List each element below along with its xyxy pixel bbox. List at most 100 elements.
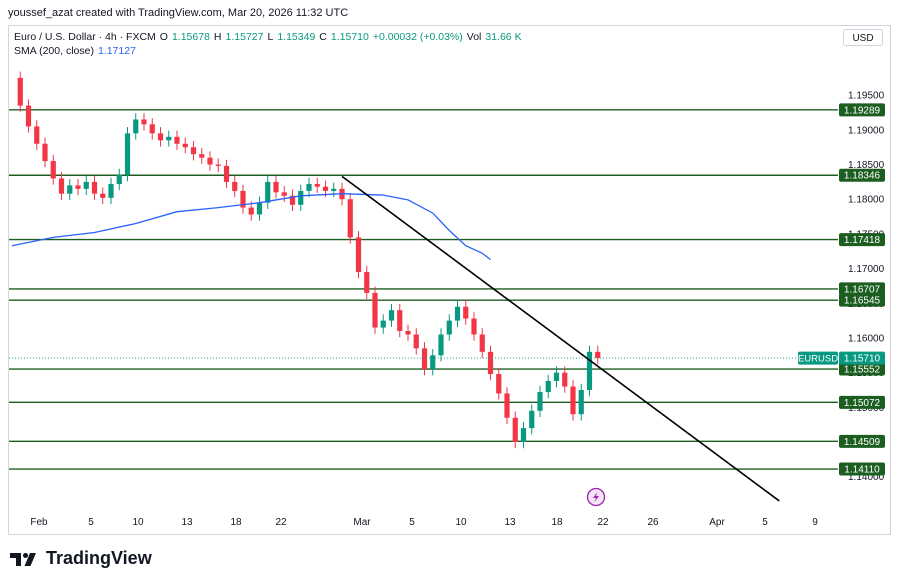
level-price-tag (839, 434, 885, 448)
candle-body (67, 185, 73, 194)
candle-body (42, 143, 48, 162)
candle-body (553, 372, 560, 381)
candle-body (471, 318, 477, 335)
level-price-tag (839, 168, 885, 182)
level-price-label: 1.15552 (844, 365, 881, 376)
candle-body (586, 351, 593, 390)
candle-body (281, 192, 287, 196)
level-price-label: 1.14509 (844, 437, 881, 448)
time-axis-tick: 10 (455, 517, 467, 528)
candle-body (256, 202, 263, 215)
high-key: H (213, 31, 222, 43)
currency-button[interactable]: USD (843, 29, 883, 46)
candle-body (438, 334, 444, 356)
candle-body (157, 133, 164, 141)
candle-body (545, 380, 551, 393)
candle-body (595, 351, 601, 359)
candle-body (314, 183, 320, 187)
open-value: 1.15678 (171, 31, 210, 43)
level-price-label: 1.16545 (844, 296, 881, 307)
candle-body (273, 181, 279, 193)
chart-frame (8, 25, 891, 535)
time-axis-tick: 22 (597, 517, 609, 528)
lightning-replay-icon[interactable] (586, 487, 606, 507)
high-value: 1.15727 (225, 31, 264, 43)
candle-body (232, 181, 238, 191)
candle-body (133, 119, 139, 134)
price-axis-tick: 1.19500 (848, 91, 885, 102)
low-value: 1.15349 (277, 31, 316, 43)
candlesticks (17, 71, 601, 449)
candle-body (91, 181, 98, 194)
candle-body (331, 188, 337, 191)
level-price-tag (839, 462, 885, 476)
candle-body (380, 320, 386, 328)
candle-body (372, 292, 378, 328)
candle-body (446, 320, 452, 335)
candle-body (265, 181, 271, 203)
candle-body (496, 374, 502, 394)
trendline-layer (341, 175, 780, 502)
price-axis-tick: 1.17000 (848, 264, 885, 275)
symbol-label[interactable]: Euro / U.S. Dollar · 4h · FXCM (14, 31, 156, 43)
symbol-tag-label: EURUSD (798, 354, 838, 365)
level-price-label: 1.18346 (844, 171, 881, 182)
candle-body (50, 161, 56, 179)
time-axis-tick: 13 (504, 517, 516, 528)
candle-body (537, 392, 543, 411)
close-value: 1.15710 (330, 31, 369, 43)
candle-body (182, 143, 188, 148)
candle-body (520, 428, 527, 442)
candle-body (58, 178, 65, 194)
level-price-label: 1.19289 (844, 105, 881, 116)
tradingview-logo-icon (10, 552, 36, 566)
sma-value: 1.17127 (97, 45, 136, 57)
sma-label[interactable]: SMA (200, close) (14, 45, 94, 57)
candle-body (487, 351, 494, 375)
candle-body (529, 410, 535, 429)
candle-body (289, 195, 296, 205)
candle-body (578, 389, 584, 415)
level-price-tag (839, 395, 885, 409)
time-axis-tick: 13 (181, 517, 193, 528)
candle-body (430, 355, 436, 370)
candle-body (141, 119, 147, 125)
open-key: O (159, 31, 168, 43)
candle-body (463, 306, 469, 319)
sma-overlay (11, 193, 491, 261)
support-resistance-levels (9, 109, 838, 470)
time-axis-tick: 10 (132, 517, 144, 528)
logo-text: TradingView (46, 548, 152, 568)
time-axis-tick: 9 (812, 517, 818, 528)
candle-body (298, 190, 304, 205)
time-axis-tick: Mar (353, 517, 371, 528)
candle-body (421, 348, 428, 370)
candle-body (388, 310, 395, 321)
level-price-tag (839, 282, 885, 296)
price-axis-tick: 1.18500 (848, 160, 885, 171)
symbol-tag (798, 351, 838, 365)
price-axis-tick: 1.18000 (848, 195, 885, 206)
descending-trendline[interactable] (341, 175, 780, 502)
level-price-tag (839, 233, 885, 247)
close-key: C (319, 31, 327, 43)
level-price-label: 1.15072 (844, 398, 881, 409)
candle-body (100, 193, 106, 198)
candle-body (223, 165, 230, 182)
price-axis-tick: 1.16000 (848, 333, 885, 344)
candle-body (75, 185, 81, 189)
time-axis-tick: 22 (275, 517, 287, 528)
candle-body (562, 372, 568, 387)
candle-body (322, 186, 329, 191)
candle-body (199, 154, 205, 158)
candle-body (405, 331, 411, 335)
change-value: +0.00032 (+0.03%) (372, 31, 463, 43)
candle-body (215, 164, 221, 166)
tradingview-logo[interactable]: TradingView (10, 548, 152, 569)
time-axis-tick: 18 (230, 517, 242, 528)
candle-body (108, 183, 114, 198)
sma-200-line[interactable] (11, 193, 491, 261)
volume-key: Vol (466, 31, 482, 43)
candle-body (25, 105, 32, 127)
